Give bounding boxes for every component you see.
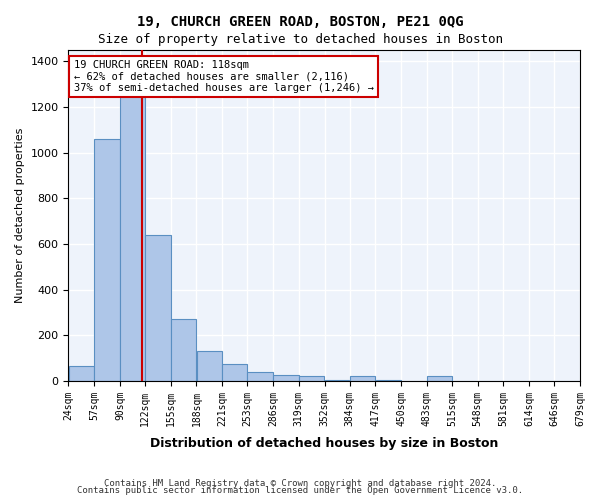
Text: 19 CHURCH GREEN ROAD: 118sqm
← 62% of detached houses are smaller (2,116)
37% of: 19 CHURCH GREEN ROAD: 118sqm ← 62% of de…: [74, 60, 374, 93]
Text: Size of property relative to detached houses in Boston: Size of property relative to detached ho…: [97, 32, 503, 46]
Bar: [325, 380, 349, 381]
Bar: [94, 139, 120, 381]
Bar: [68, 366, 94, 381]
Bar: [120, 82, 145, 381]
Y-axis label: Number of detached properties: Number of detached properties: [15, 128, 25, 303]
Bar: [197, 351, 222, 381]
X-axis label: Distribution of detached houses by size in Boston: Distribution of detached houses by size …: [150, 437, 499, 450]
Bar: [299, 376, 325, 381]
Bar: [247, 372, 273, 381]
Bar: [273, 375, 299, 381]
Bar: [350, 376, 375, 381]
Bar: [376, 380, 401, 381]
Bar: [427, 376, 452, 381]
Bar: [171, 320, 196, 381]
Text: 19, CHURCH GREEN ROAD, BOSTON, PE21 0QG: 19, CHURCH GREEN ROAD, BOSTON, PE21 0QG: [137, 15, 463, 29]
Bar: [145, 235, 170, 381]
Text: Contains public sector information licensed under the Open Government Licence v3: Contains public sector information licen…: [77, 486, 523, 495]
Text: Contains HM Land Registry data © Crown copyright and database right 2024.: Contains HM Land Registry data © Crown c…: [104, 478, 496, 488]
Bar: [223, 364, 247, 381]
